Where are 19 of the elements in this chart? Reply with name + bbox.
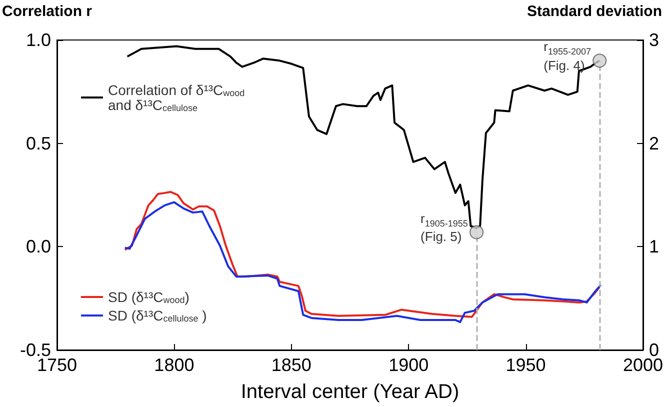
y2-axis-title: Standard deviation <box>526 3 662 20</box>
y2-tick-label: 2 <box>648 133 659 154</box>
annotation: r$_{1955-2007}$ (Fig. 4) <box>544 39 591 73</box>
y2-tick-label: 3 <box>648 30 659 50</box>
y-tick-label: 0.0 <box>26 236 51 257</box>
x-tick-label: 1950 <box>506 355 546 375</box>
x-tick-label: 1800 <box>154 355 194 375</box>
x-tick-label: 1850 <box>271 355 312 375</box>
text: Correlation of δ¹³Cwood and δ¹³Ccellulose <box>108 82 245 113</box>
x-tick-label: 2000 <box>622 355 663 375</box>
legend-label: SD (δ¹³Cwood) <box>108 289 190 305</box>
x-tick-label: 1900 <box>388 355 429 375</box>
y-axis-title: Correlation r <box>2 3 92 20</box>
annotation: r$_{1905-1955}$ (Fig. 5) <box>420 210 468 244</box>
y2-tick-label: 1 <box>648 236 659 257</box>
x-axis-title: Interval center (Year AD) <box>240 381 460 403</box>
legend-label: SD (δ¹³Ccellulose ) <box>108 308 207 324</box>
y-tick-label: 1.0 <box>26 30 51 50</box>
y-tick-label: 0.5 <box>26 133 51 154</box>
